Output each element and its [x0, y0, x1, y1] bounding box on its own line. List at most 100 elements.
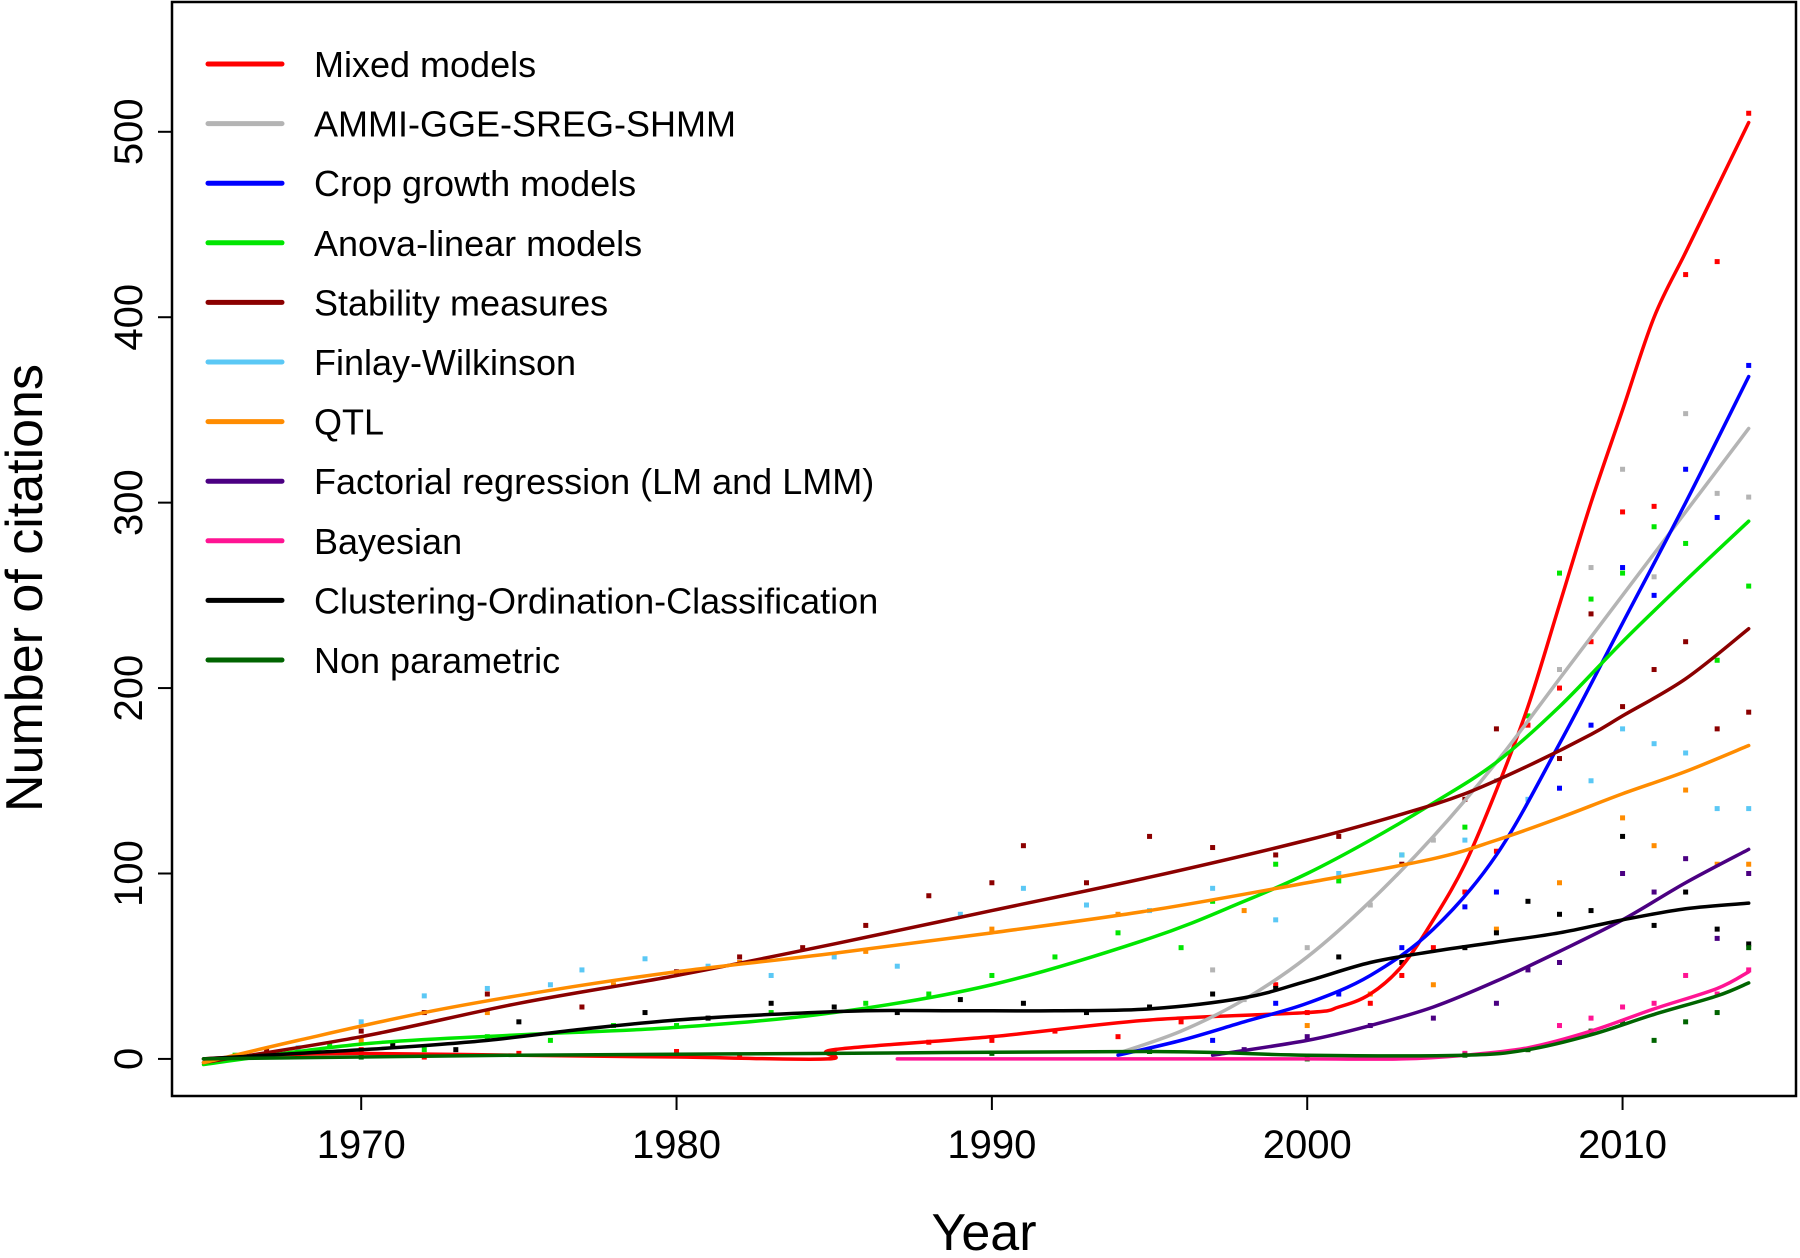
point-anova-linear-models [989, 972, 995, 978]
point-mixed-models [1556, 685, 1562, 691]
point-finlay-wilkinson [1020, 885, 1026, 891]
line-clustering-ordination-classification [201, 901, 1751, 1061]
point-stability-measures [1493, 726, 1499, 732]
y-tick-label: 500 [107, 98, 151, 165]
point-anova-linear-models [1588, 596, 1594, 602]
point-mixed-models [1462, 889, 1468, 895]
point-clustering-ordination-classification [831, 1004, 837, 1010]
line-non-parametric [201, 981, 1751, 1061]
y-tick-label: 400 [107, 284, 151, 351]
point-finlay-wilkinson [831, 954, 837, 960]
point-clustering-ordination-classification [1556, 911, 1562, 917]
point-stability-measures [989, 880, 995, 886]
point-bayesian [1556, 1023, 1562, 1029]
point-mixed-models [516, 1050, 522, 1056]
point-clustering-ordination-classification [1651, 922, 1657, 928]
point-stability-measures [1147, 833, 1153, 839]
point-finlay-wilkinson [1620, 726, 1626, 732]
point-factorial-regression-lm-and-lmm [1556, 959, 1562, 965]
plot-frame [170, 0, 1798, 1098]
point-factorial-regression-lm-and-lmm [1620, 870, 1626, 876]
point-factorial-regression-lm-and-lmm [1651, 889, 1657, 895]
point-ammi-gge-sreg-shmm [1683, 411, 1689, 417]
point-clustering-ordination-classification [390, 1041, 396, 1047]
point-qtl [358, 1037, 364, 1043]
point-anova-linear-models [1620, 570, 1626, 576]
point-qtl [863, 948, 869, 954]
point-anova-linear-models [926, 991, 932, 997]
x-tick-label: 2000 [1263, 1123, 1352, 1167]
point-finlay-wilkinson [358, 1019, 364, 1025]
point-mixed-models [1651, 503, 1657, 509]
point-mixed-models [1683, 272, 1689, 278]
point-anova-linear-models [1525, 713, 1531, 719]
point-ammi-gge-sreg-shmm [1304, 945, 1310, 951]
point-mixed-models [1367, 1000, 1373, 1006]
point-factorial-regression-lm-and-lmm [1304, 1034, 1310, 1040]
point-clustering-ordination-classification [1620, 833, 1626, 839]
point-anova-linear-models [1746, 583, 1752, 589]
line-qtl [201, 743, 1751, 1065]
point-stability-measures [484, 991, 490, 997]
y-tick-label: 0 [107, 1048, 151, 1070]
point-stability-measures [1336, 833, 1342, 839]
point-clustering-ordination-classification [1588, 908, 1594, 914]
point-finlay-wilkinson [1210, 885, 1216, 891]
point-crop-growth-models [1273, 1000, 1279, 1006]
point-finlay-wilkinson [642, 956, 648, 962]
point-stability-measures [1746, 709, 1752, 715]
x-tick-label: 1990 [947, 1123, 1036, 1167]
point-clustering-ordination-classification [1399, 959, 1405, 965]
point-clustering-ordination-classification [1083, 1010, 1089, 1016]
point-clustering-ordination-classification [516, 1019, 522, 1025]
point-mixed-models [1115, 1034, 1121, 1040]
point-crop-growth-models [1620, 565, 1626, 571]
legend-label-qtl: QTL [314, 402, 384, 443]
point-anova-linear-models [1714, 657, 1720, 663]
point-clustering-ordination-classification [642, 1010, 648, 1016]
point-stability-measures [1556, 756, 1562, 762]
point-qtl [1651, 843, 1657, 849]
point-stability-measures [1683, 639, 1689, 645]
legend-label-finlay-wilkinson: Finlay-Wilkinson [314, 342, 576, 383]
point-clustering-ordination-classification [894, 1010, 900, 1016]
point-finlay-wilkinson [1462, 837, 1468, 843]
point-ammi-gge-sreg-shmm [1651, 574, 1657, 580]
point-finlay-wilkinson [484, 985, 490, 991]
point-non-parametric [1714, 1010, 1720, 1016]
point-mixed-models [1714, 259, 1720, 265]
point-stability-measures [1588, 611, 1594, 617]
point-qtl [1683, 787, 1689, 793]
point-stability-measures [1210, 845, 1216, 851]
point-non-parametric [1683, 1019, 1689, 1025]
line-mixed-models [201, 120, 1751, 1061]
point-qtl [1304, 1023, 1310, 1029]
point-qtl [989, 926, 995, 932]
point-crop-growth-models [1746, 362, 1752, 368]
point-clustering-ordination-classification [1746, 941, 1752, 947]
point-clustering-ordination-classification [1147, 1004, 1153, 1010]
axes: 1970 1980 1990 2000 2010 0 100 200 300 400 500 [107, 98, 1667, 1167]
point-stability-measures [737, 954, 743, 960]
point-crop-growth-models [1556, 785, 1562, 791]
point-non-parametric [1746, 945, 1752, 951]
point-stability-measures [1651, 667, 1657, 673]
legend-label-stability-measures: Stability measures [314, 282, 608, 323]
point-anova-linear-models [1115, 930, 1121, 936]
point-mixed-models [1273, 982, 1279, 988]
point-clustering-ordination-classification [453, 1047, 459, 1053]
point-factorial-regression-lm-and-lmm [1525, 967, 1531, 973]
point-qtl [1620, 815, 1626, 821]
line-bayesian [895, 970, 1751, 1061]
legend: Mixed models AMMI-GGE-SREG-SHMM Crop growt… [205, 44, 878, 681]
point-anova-linear-models [1462, 824, 1468, 830]
point-mixed-models [1588, 639, 1594, 645]
line-factorial-regression-lm-and-lmm [1210, 847, 1751, 1057]
point-finlay-wilkinson [547, 982, 553, 988]
point-crop-growth-models [1714, 514, 1720, 520]
point-clustering-ordination-classification [1683, 889, 1689, 895]
x-axis-title: Year [931, 1204, 1036, 1258]
point-non-parametric [1651, 1037, 1657, 1043]
point-finlay-wilkinson [957, 911, 963, 917]
